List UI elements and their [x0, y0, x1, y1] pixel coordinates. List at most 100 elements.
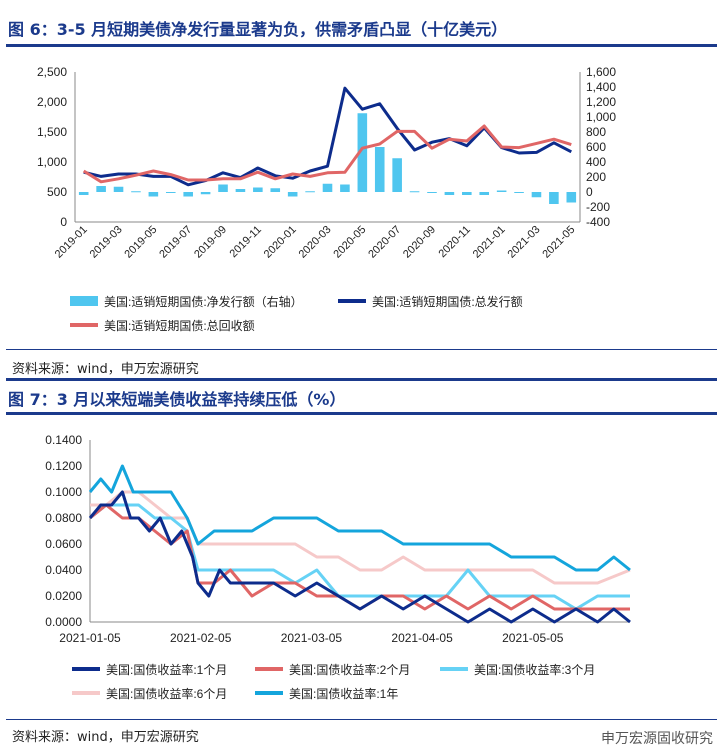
chart6-title: 图 6：3-5 月短期美债净发行量显著为负，供需矛盾凸显（十亿美元）: [8, 20, 508, 39]
chart7-line-0: [88, 490, 631, 624]
chart6-bar: [444, 192, 455, 195]
chart6-y-right-tick: -200: [586, 200, 610, 214]
chart7-title-top-rule: [6, 378, 717, 381]
chart7-y-tick: 0.1400: [45, 433, 82, 447]
chart6-bar: [253, 187, 263, 192]
chart6-bar: [549, 192, 559, 204]
chart7-y-tick: 0.0600: [45, 537, 82, 551]
chart6-x-tick: 2021-05: [540, 224, 577, 261]
chart6-bar: [200, 192, 211, 195]
chart7-line-2: [89, 503, 630, 611]
chart6-x-tick: 2019-07: [157, 224, 194, 261]
chart6-bar: [479, 192, 490, 195]
chart7-y-tick: 0.0800: [45, 511, 82, 525]
chart6-source-rule: [6, 349, 717, 350]
chart6-y-right-tick: 200: [586, 170, 606, 184]
chart6-y-left-tick: 500: [47, 185, 67, 199]
chart6-bar: [566, 192, 577, 203]
chart6-legend-net-issuance-swatch: [70, 296, 98, 306]
chart6-source: 资料来源：wind，申万宏源研究: [12, 362, 199, 377]
chart6-bar: [218, 184, 228, 192]
chart6-y-right-tick: -400: [586, 215, 610, 229]
chart6-bar: [270, 188, 281, 192]
chart6-y-left-tick: 2,500: [37, 65, 67, 79]
chart6-bar: [357, 113, 368, 192]
chart6-x-tick: 2019-09: [192, 224, 229, 261]
chart6-bar: [496, 190, 507, 192]
chart6-y-right-tick: 1,400: [586, 80, 616, 94]
chart7-x-tick: 2021-04-05: [391, 631, 453, 645]
chart6-y-left-tick: 1,000: [37, 155, 67, 169]
chart6-y-right-tick: 600: [586, 140, 606, 154]
chart7-line-3: [90, 490, 631, 585]
chart6-bar: [235, 189, 246, 192]
chart7-legend-label-3: 美国:国债收益率:6个月: [106, 686, 227, 701]
chart6-x-tick: 2019-03: [88, 224, 125, 261]
chart6-x-tick: 2020-03: [297, 224, 334, 261]
chart7-x-tick: 2021-03-05: [281, 631, 343, 645]
chart6-line-total-redemption: [82, 124, 572, 184]
chart6-bar: [96, 186, 106, 192]
chart6-svg: 05001,0001,5002,0002,500-400-20002004006…: [37, 65, 616, 333]
chart7-x-tick: 2021-01-05: [59, 631, 121, 645]
chart6-x-tick: 2021-03: [506, 224, 543, 261]
chart6-bar: [340, 184, 350, 192]
chart6-bar: [113, 186, 124, 192]
chart6-bar: [131, 191, 141, 193]
chart7-line-1: [89, 503, 630, 611]
chart6-y-right-tick: 400: [586, 155, 606, 169]
chart7-y-tick: 0.1200: [45, 459, 82, 473]
chart7-y-tick: 0.1000: [45, 485, 82, 499]
chart6-y-left-tick: 0: [60, 215, 67, 229]
chart6-bar: [462, 192, 472, 195]
chart7-svg: 0.0000 0.0200 0.0400 0.0600 0.0800 0.1000 0.12…: [45, 433, 631, 701]
chart6-bar: [322, 183, 333, 192]
chart7-title-rule: [6, 412, 717, 415]
chart7-line-4: [88, 464, 631, 572]
chart6-title-rule: [6, 44, 717, 47]
chart6-legend-net-issuance-label: 美国:适销短期国债:净发行额（右轴）: [104, 294, 303, 309]
watermark: 申万宏源固收研究: [601, 731, 713, 747]
chart6-bar: [531, 192, 542, 198]
chart6-y-right-tick: 1,000: [586, 110, 616, 124]
chart6-y-right-tick: 800: [586, 125, 606, 139]
chart6-bar: [374, 147, 385, 192]
chart6-x-tick: 2020-01: [262, 224, 299, 261]
chart6-y-right-tick: 1,200: [586, 95, 616, 109]
chart6-legend-total-issuance-label: 美国:适销短期国债:总发行额: [372, 294, 523, 309]
chart7-x-tick: 2021-05-05: [502, 631, 564, 645]
chart7-source-rule: [6, 719, 717, 720]
chart6-y-left-tick: 2,000: [37, 95, 67, 109]
chart6-bar: [148, 192, 159, 197]
chart6-bar: [514, 192, 524, 193]
chart6-bar: [287, 192, 298, 197]
chart6-bar: [305, 191, 315, 193]
chart6-x-tick: 2020-09: [401, 224, 438, 261]
chart7-source: 资料来源：wind，申万宏源研究: [12, 730, 199, 745]
chart6-legend-total-redemption-label: 美国:适销短期国债:总回收额: [104, 319, 255, 333]
chart6-bar: [427, 192, 437, 193]
chart7-y-tick: 0.0000: [45, 615, 82, 629]
chart6-x-tick: 2020-11: [436, 224, 472, 260]
chart6-bar: [392, 158, 402, 192]
chart6-y-left-tick: 1,500: [37, 125, 67, 139]
chart7-legend-label-2: 美国:国债收益率:3个月: [474, 662, 595, 677]
chart6-bar: [165, 192, 176, 193]
chart6-x-tick: 2019-01: [53, 224, 90, 261]
chart7-y-tick: 0.0400: [45, 563, 82, 577]
chart6-x-tick: 2021-01: [471, 224, 508, 261]
chart6-x-tick: 2020-07: [366, 224, 403, 261]
chart6-y-right-tick: 0: [586, 185, 593, 199]
chart6-bar: [183, 192, 193, 197]
chart7-x-tick: 2021-02-05: [170, 631, 232, 645]
chart7-legend-label-4: 美国:国债收益率:1年: [289, 686, 398, 701]
chart6-x-tick: 2020-05: [331, 224, 368, 261]
chart6-bar: [409, 191, 420, 193]
chart6-bar: [78, 192, 89, 195]
chart7-legend-label-1: 美国:国债收益率:2个月: [289, 662, 410, 677]
chart6-y-right-tick: 1,600: [586, 65, 616, 79]
chart7-legend-label-0: 美国:国债收益率:1个月: [106, 662, 227, 677]
chart7-title: 图 7：3 月以来短端美债收益率持续压低（%）: [8, 390, 346, 409]
chart6-x-tick: 2019-05: [122, 224, 159, 261]
chart6-x-tick: 2019-11: [228, 224, 264, 260]
